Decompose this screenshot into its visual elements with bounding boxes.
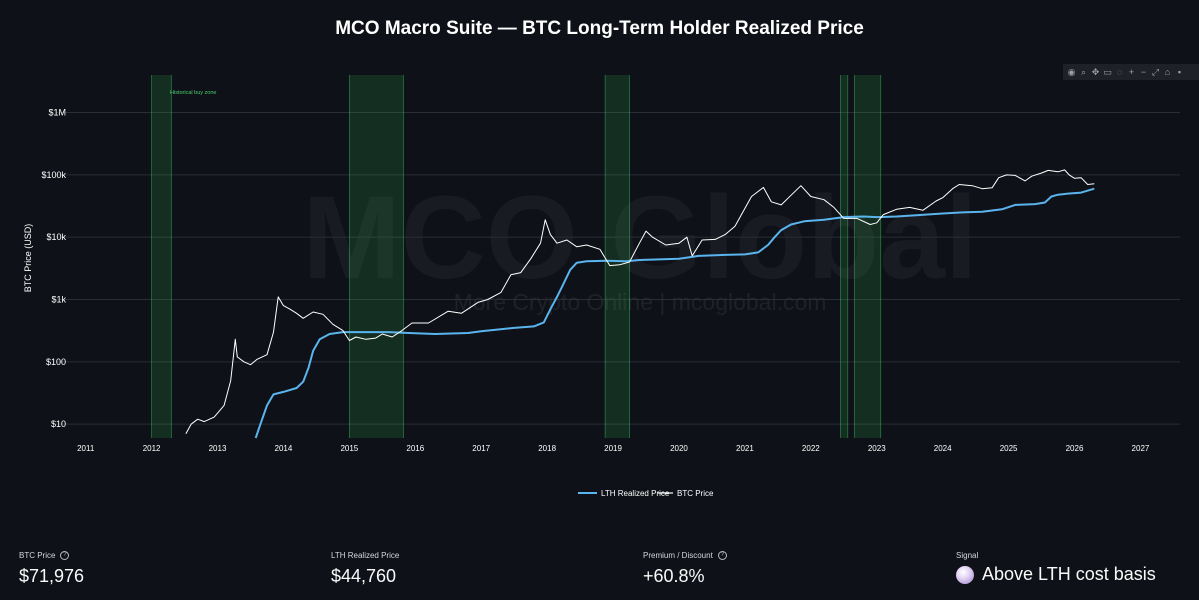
zoom-out-icon[interactable]: − (1140, 66, 1147, 77)
x-tick-label: 2011 (77, 444, 95, 453)
zoom-icon[interactable]: ⌕ (1080, 66, 1087, 77)
x-tick-label: 2017 (472, 444, 490, 453)
chart-toolbar: ◉ ⌕ ✥ ▭ ◌ + − ⤢ ⌂ ▪ (1063, 64, 1199, 80)
y-tick-label: $100 (46, 357, 66, 367)
help-icon[interactable]: ? (60, 551, 70, 560)
metric-btc-price: BTC Price? $71,976 (19, 551, 84, 587)
x-tick-label: 2012 (143, 444, 161, 453)
chart-legend[interactable]: LTH Realized Price BTC Price (578, 489, 714, 498)
series-lines (185, 169, 1095, 439)
buy-zone-band (349, 75, 404, 438)
y-tick-label: $100k (41, 170, 66, 180)
metric-value: Above LTH cost basis (982, 564, 1156, 584)
btc-price-line (185, 169, 1095, 435)
metric-label: Signal (956, 551, 979, 560)
x-tick-label: 2026 (1066, 444, 1084, 453)
x-tick-label: 2023 (868, 444, 886, 453)
x-tick-label: 2014 (275, 444, 293, 453)
metric-signal: Signal Above LTH cost basis (956, 551, 1156, 585)
gridlines (56, 112, 1180, 425)
autoscale-icon[interactable]: ⤢ (1151, 66, 1160, 77)
buy-zone-band (840, 75, 848, 438)
x-tick-label: 2024 (934, 444, 952, 453)
reset-axes-icon[interactable]: ⌂ (1164, 66, 1171, 77)
x-tick-label: 2019 (604, 444, 622, 453)
page-title: MCO Macro Suite — BTC Long-Term Holder R… (335, 18, 864, 39)
watermark-text: MCO Global (302, 172, 977, 304)
x-tick-label: 2016 (406, 444, 424, 453)
x-tick-label: 2013 (209, 444, 227, 453)
signal-orb-icon (956, 565, 974, 584)
watermark-subtext: More Crypto Online | mcoglobal.com (454, 289, 827, 315)
buy-zone-annotation: Historical buy zone (170, 90, 216, 96)
buy-zone-band (151, 75, 172, 438)
x-axis-ticks: 2011 2012 2013 2014 2015 2016 2017 2018 2019 2020… (77, 444, 1150, 453)
help-icon[interactable]: ? (717, 551, 727, 560)
x-tick-label: 2022 (802, 444, 820, 453)
buy-zone-band (605, 75, 630, 438)
metric-value: $71,976 (19, 566, 85, 586)
y-tick-label: $10k (46, 232, 66, 242)
lasso-icon[interactable]: ◌ (1116, 66, 1123, 77)
lth-realized-price-chart[interactable]: MCO Global More Crypto Online | mcogloba… (0, 0, 1199, 520)
metric-label: LTH Realized Price (331, 551, 400, 560)
metric-label: Premium / Discount (643, 551, 713, 560)
y-axis-title: BTC Price (USD) (23, 224, 33, 293)
metric-value: $44,760 (331, 566, 397, 586)
y-tick-label: $1M (48, 108, 66, 118)
buy-zone-band (854, 75, 881, 438)
zoom-in-icon[interactable]: + (1128, 66, 1135, 77)
pan-icon[interactable]: ✥ (1091, 66, 1100, 77)
metric-value: +60.8% (643, 566, 705, 586)
x-tick-label: 2020 (670, 444, 688, 453)
y-axis-ticks: $10 $100 $1k $10k $100k $1M (41, 108, 66, 430)
box-select-icon[interactable]: ▭ (1103, 66, 1112, 77)
x-tick-label: 2021 (736, 444, 754, 453)
metric-premium-discount: Premium / Discount? +60.8% (643, 551, 727, 587)
x-tick-label: 2027 (1132, 444, 1150, 453)
lth-realized-price-line (254, 187, 1095, 439)
metric-lth-realized-price: LTH Realized Price $44,760 (331, 551, 399, 587)
legend-label-lth: LTH Realized Price (601, 489, 670, 498)
x-tick-label: 2025 (1000, 444, 1018, 453)
logo-icon[interactable]: ▪ (1177, 66, 1182, 77)
y-tick-label: $10 (51, 419, 66, 429)
y-tick-label: $1k (51, 295, 66, 305)
camera-icon[interactable]: ◉ (1067, 66, 1076, 77)
legend-label-btc: BTC Price (677, 489, 714, 498)
buy-zones (151, 75, 882, 438)
x-tick-label: 2015 (340, 444, 358, 453)
x-tick-label: 2018 (538, 444, 556, 453)
metric-label: BTC Price (19, 551, 56, 560)
